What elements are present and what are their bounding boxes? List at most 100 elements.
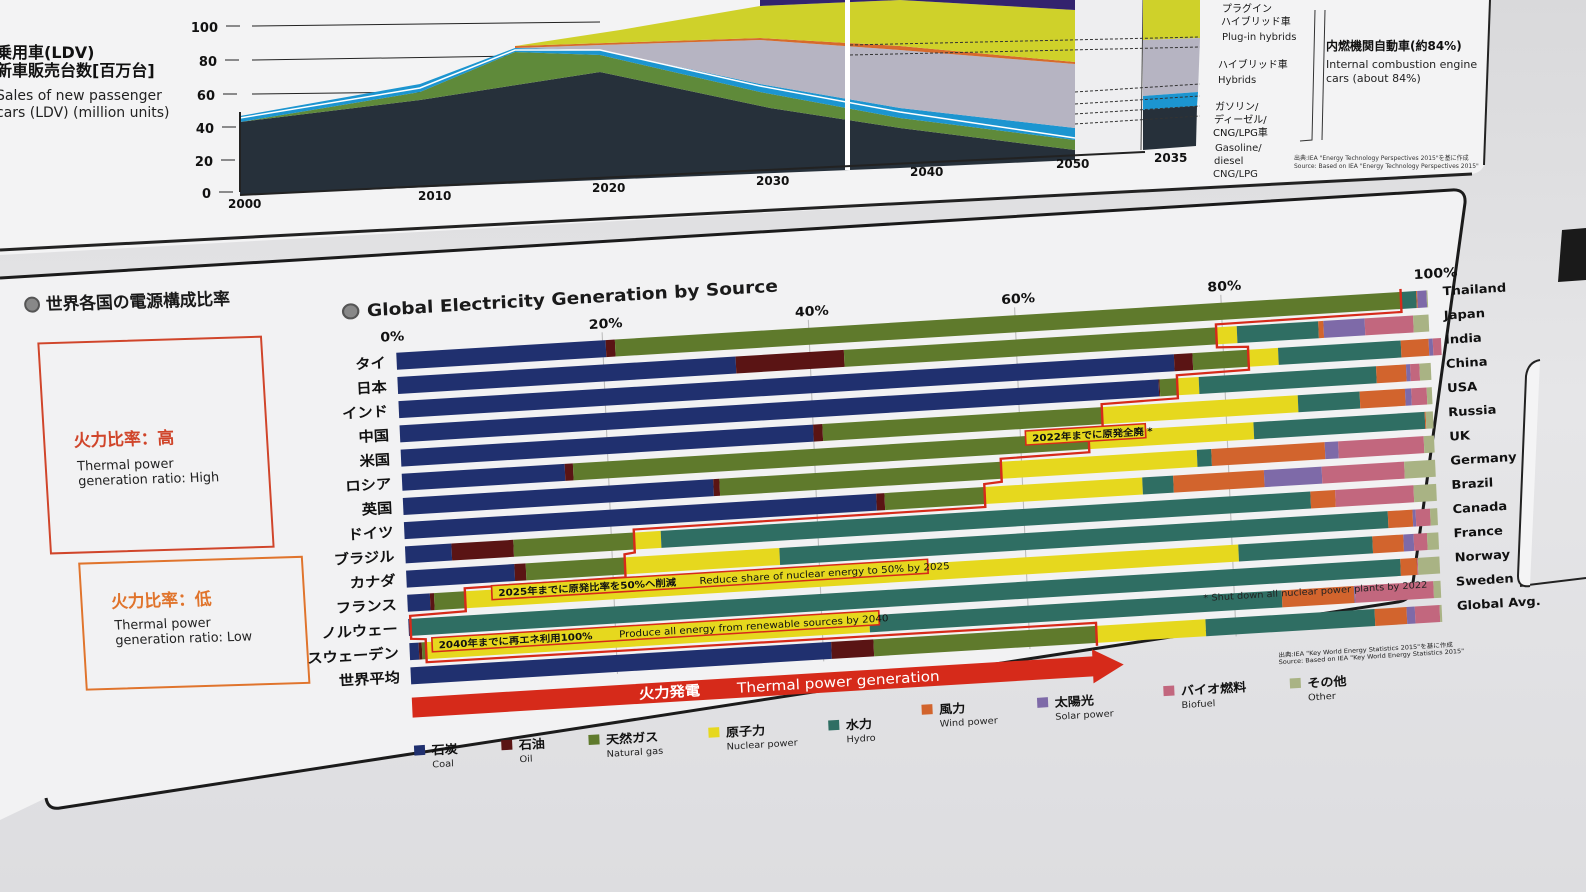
legend-en-hydro: Hydro [846, 733, 876, 745]
bar-segment-hydro-13 [1205, 608, 1376, 637]
row-label-en-1: Japan [1442, 306, 1485, 323]
ldv-area-series-6 [760, 0, 1075, 10]
bar-segment-hydro-1 [1236, 321, 1319, 344]
bar-segment-hydro-12 [869, 590, 1283, 633]
bar-segment-gas-8 [513, 532, 635, 557]
ldv-legend-en: Plug-in hybrids [1222, 32, 1296, 43]
ldv-area-series-2 [240, 48, 1075, 140]
ldv-area-series-5 [515, 0, 1075, 62]
bar-segment-oil-8 [451, 539, 514, 561]
x-tick-label-5: 100% [1413, 265, 1458, 283]
bar-segment-wind-3 [1376, 364, 1407, 384]
ldv-legend-en: CNG/LPG [1213, 169, 1258, 180]
ldv-legend-ja: ディーゼル/ [1214, 113, 1267, 126]
bar-segment-oil-1 [735, 349, 845, 374]
bar-segment-hydro-6 [1196, 449, 1212, 467]
bar-segment-solar-4 [1404, 388, 1412, 406]
bar-segment-oil-6 [713, 478, 721, 497]
bar-segment-hydro-11 [410, 558, 1401, 636]
bar-segment-oil-0 [605, 339, 616, 358]
low-ratio-box [78, 555, 311, 691]
row-label-en-11: Norway [1454, 547, 1510, 565]
bar-segment-wind-8 [1310, 490, 1336, 509]
bar-segment-nuclear-1 [1216, 326, 1238, 345]
ldv-xtick-6: 2035 [1154, 151, 1187, 165]
bar-segment-biofuel-7 [1321, 461, 1405, 484]
legend-swatch-solar [1036, 697, 1049, 708]
bar-segment-hydro-7 [1142, 475, 1174, 495]
ldv-divider [845, 0, 850, 170]
bar-segment-hydro-10 [1238, 536, 1374, 562]
bar-segment-gas-6 [719, 461, 1002, 496]
thermal-arrow-ja: 火力発電 [639, 682, 701, 703]
bar-segment-nuclear-13 [1096, 619, 1207, 643]
ldv-legend-ja: CNG/LPG車 [1213, 126, 1268, 139]
ldv-ylabel-en-1: Sales of new passenger [0, 88, 162, 104]
bar-segment-oil-9 [514, 563, 527, 582]
ldv-ytick-5: 0 [202, 187, 211, 202]
ldv-leader-line [1074, 95, 1201, 105]
legend-swatch-coal [413, 744, 426, 756]
x-tick-label-2: 40% [795, 303, 830, 320]
bar-segment-nuclear-3 [1176, 376, 1200, 396]
bar-segment-oil-12 [418, 642, 423, 660]
bar-segment-solar-0 [1417, 290, 1428, 308]
ldv-leader-line [1074, 105, 1201, 115]
bar-segment-coal-4 [400, 424, 814, 467]
row-label-ja-8: ブラジル [333, 548, 395, 569]
bar-segment-solar-10 [1403, 533, 1415, 552]
legend-en-nuclear: Nuclear power [726, 738, 798, 753]
ldv-2035-hybrid [1143, 38, 1200, 96]
ldv-leader-line [1074, 83, 1201, 93]
high-ratio-en-1: Thermal power [76, 456, 175, 474]
ldv-gap-line [1140, 0, 1144, 151]
bar-segment-wind-1 [1318, 320, 1325, 339]
ldv-legend-ja: ハイブリッド車 [1218, 58, 1288, 71]
bar-segment-nuclear-9 [624, 547, 781, 575]
row-label-ja-9: カナダ [349, 572, 396, 592]
bar-segment-wind-0 [1416, 290, 1418, 309]
bar-segment-gas-7 [884, 487, 986, 511]
bar-segment-oil-3 [1158, 379, 1161, 397]
row-label-ja-6: 英国 [361, 499, 392, 518]
bar-segment-biofuel-11 [1416, 557, 1419, 575]
bar-segment-coal-10 [407, 593, 431, 612]
bar-segment-gas-3 [1159, 378, 1178, 397]
ldv-ytick-3: 40 [196, 122, 214, 137]
bar-segment-wind-12 [1281, 585, 1355, 608]
ldv-xtick-5: 2050 [1056, 157, 1089, 171]
bar-segment-wind-2 [1400, 338, 1430, 358]
ldv-area-series-3 [515, 40, 1075, 128]
bar-segment-other-7 [1404, 459, 1436, 479]
bar-segment-wind-7 [1173, 470, 1265, 493]
row-label-ja-7: ドイツ [347, 524, 393, 543]
bar-segment-nuclear-2 [1248, 347, 1279, 367]
bar-segment-gas-5 [572, 432, 1090, 481]
bar-segment-wind-10 [1372, 534, 1404, 554]
row-label-ja-11: ノルウェー [321, 621, 398, 642]
bar-segment-coal-0 [396, 340, 607, 370]
bar-segment-oil-2 [1173, 353, 1194, 372]
bar-segment-wind-9 [1387, 509, 1414, 529]
ldv-leader-line [849, 46, 1201, 56]
bar-segment-solar-13 [1406, 606, 1416, 625]
bar-segment-gas-0 [614, 291, 1402, 357]
bar-segment-other-10 [1426, 532, 1440, 551]
legend-swatch-biofuel [1163, 685, 1175, 697]
thermal-boundary-line [408, 288, 1403, 664]
legend-en-solar: Solar power [1055, 709, 1114, 723]
bar-segment-biofuel-10 [1413, 533, 1428, 551]
x-tick-label-3: 60% [1001, 291, 1036, 308]
high-ratio-en-2: generation ratio: High [78, 470, 220, 489]
bar-segment-biofuel-4 [1411, 387, 1428, 406]
ldv-xtick-3: 2030 [756, 174, 789, 188]
ice-label-ja: 内燃機関自動車(約84%) [1326, 38, 1462, 53]
row-label-ja-4: 米国 [359, 451, 390, 470]
bar-segment-coal-9 [406, 564, 516, 588]
bar-segment-biofuel-9 [1415, 508, 1431, 527]
row-label-en-13: Global Avg. [1457, 593, 1541, 612]
ldv-legend-en: Gasoline/ [1215, 143, 1262, 154]
legend-en-wind: Wind power [940, 716, 999, 730]
row-label-en-8: Brazil [1451, 475, 1493, 492]
bar-segment-other-12 [1433, 580, 1442, 599]
